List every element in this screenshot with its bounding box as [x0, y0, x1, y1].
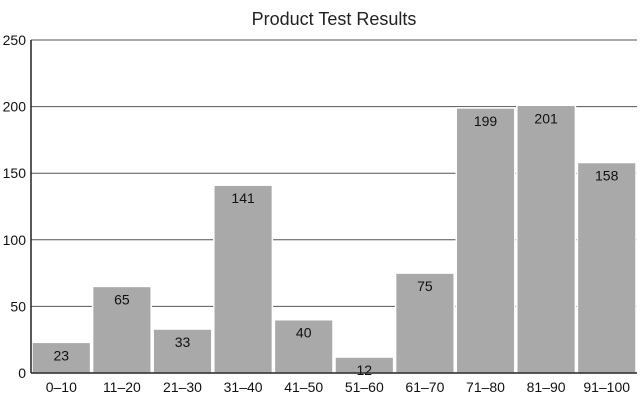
x-tick-label: 81–90: [527, 379, 566, 395]
data-label: 12: [357, 362, 373, 378]
data-label: 158: [595, 168, 619, 184]
data-label: 141: [231, 190, 255, 206]
data-label: 40: [296, 325, 312, 341]
data-label: 75: [417, 278, 433, 294]
y-tick-labels: 0 50 100 150 200 250: [3, 32, 27, 381]
data-label: 199: [474, 113, 498, 129]
x-tick-label: 91–100: [583, 379, 630, 395]
bars: 23 65 33 141 40 12 75 199 201 158: [31, 104, 637, 378]
x-tick-label: 11–20: [103, 379, 141, 395]
bar: [576, 161, 637, 374]
x-tick-label: 61–70: [405, 379, 444, 395]
bar: [394, 272, 455, 374]
x-tick-label: 71–80: [466, 379, 505, 395]
bar: [31, 341, 92, 374]
x-tick-labels: 0–10 11–20 21–30 31–40 41–50 51–60 61–70 71–80 8…: [46, 379, 631, 395]
data-label: 23: [54, 347, 70, 363]
x-tick-label: 51–60: [345, 379, 384, 395]
bar: [516, 104, 577, 374]
y-tick-label: 0: [18, 365, 26, 381]
y-tick-label: 150: [3, 165, 27, 181]
y-tick-label: 250: [3, 32, 27, 48]
bar: [273, 318, 334, 374]
data-label: 33: [175, 334, 191, 350]
bar: [455, 107, 516, 374]
y-tick-label: 50: [10, 298, 26, 314]
bar: [213, 184, 274, 374]
x-tick-label: 31–40: [224, 379, 263, 395]
x-tick-label: 41–50: [284, 379, 323, 395]
y-tick-label: 100: [3, 232, 27, 248]
data-label: 201: [534, 110, 558, 126]
data-label: 65: [114, 291, 130, 307]
x-tick-label: 0–10: [46, 379, 77, 395]
y-tick-label: 200: [3, 99, 27, 115]
chart-title: Product Test Results: [252, 9, 417, 29]
x-tick-label: 21–30: [163, 379, 202, 395]
bar: [152, 328, 213, 374]
